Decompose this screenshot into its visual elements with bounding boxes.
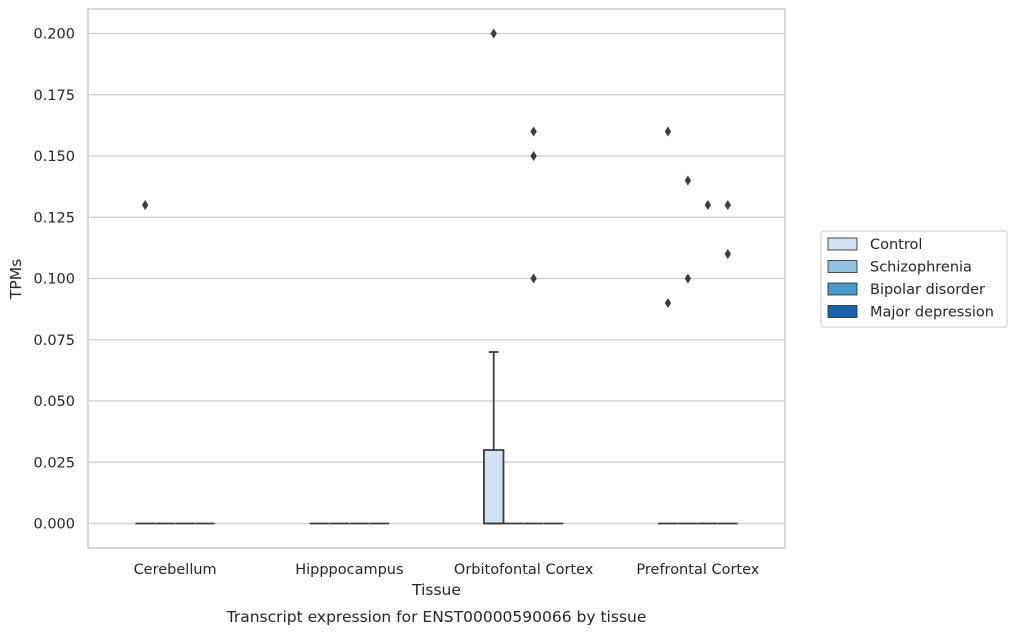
outlier-point: [530, 126, 537, 137]
outlier-point: [530, 273, 537, 284]
plot-frame: [87, 8, 786, 549]
y-tick-label: 0.000: [33, 517, 75, 533]
x-tick-label: Hipppocampus: [295, 562, 403, 578]
outliers: [141, 28, 732, 308]
legend-swatch: [827, 237, 858, 251]
y-tick-label: 0.050: [33, 394, 75, 410]
legend-items: Control Schizophrenia Bipolar disorder Majo…: [827, 237, 994, 321]
legend-label: Bipolar disorder: [870, 282, 985, 298]
x-axis-label: Tissue: [411, 581, 461, 599]
y-tick-label: 0.025: [33, 455, 75, 471]
box-control: [483, 351, 505, 525]
x-tick-label: Cerebellum: [134, 562, 217, 578]
box-body: [483, 449, 505, 525]
gridlines: [88, 32, 785, 525]
legend-swatch: [827, 282, 858, 296]
legend-label: Major depression: [870, 305, 994, 321]
x-tick-label: Orbitofontal Cortex: [454, 562, 594, 578]
outlier-point: [704, 200, 712, 210]
y-axis-ticks: 0.000 0.025 0.050 0.075 0.100 0.125 0.150 0.175…: [33, 27, 75, 533]
outlier-point: [664, 298, 672, 308]
outlier-point: [684, 175, 692, 186]
x-axis-ticks: Cerebellum Hipppocampus Orbitofontal Corte…: [134, 562, 760, 578]
outlier-point: [724, 249, 732, 259]
legend-swatch: [827, 305, 858, 318]
y-tick-label: 0.100: [33, 272, 75, 288]
y-tick-label: 0.150: [33, 149, 75, 165]
outlier-point: [141, 200, 149, 210]
y-tick-label: 0.125: [33, 210, 75, 226]
y-tick-label: 0.175: [33, 88, 75, 104]
outlier-point: [490, 28, 497, 39]
outlier-point: [530, 151, 537, 161]
y-tick-label: 0.075: [33, 333, 75, 349]
chart-title: Transcript expression for ENST0000059006…: [226, 608, 647, 626]
legend-frame: [820, 230, 1008, 328]
x-tick-label: Prefrontal Cortex: [636, 562, 759, 578]
outlier-point: [664, 126, 672, 137]
boxes: [135, 351, 738, 525]
legend-label: Control: [870, 237, 922, 253]
outlier-point: [684, 273, 692, 284]
legend-swatch: [827, 260, 858, 273]
y-axis-label: TPMs: [7, 259, 25, 300]
y-tick-label: 0.200: [33, 27, 75, 43]
legend-label: Schizophrenia: [870, 260, 972, 276]
outlier-point: [724, 200, 732, 210]
legend: Control Schizophrenia Bipolar disorder Majo…: [820, 230, 1008, 328]
